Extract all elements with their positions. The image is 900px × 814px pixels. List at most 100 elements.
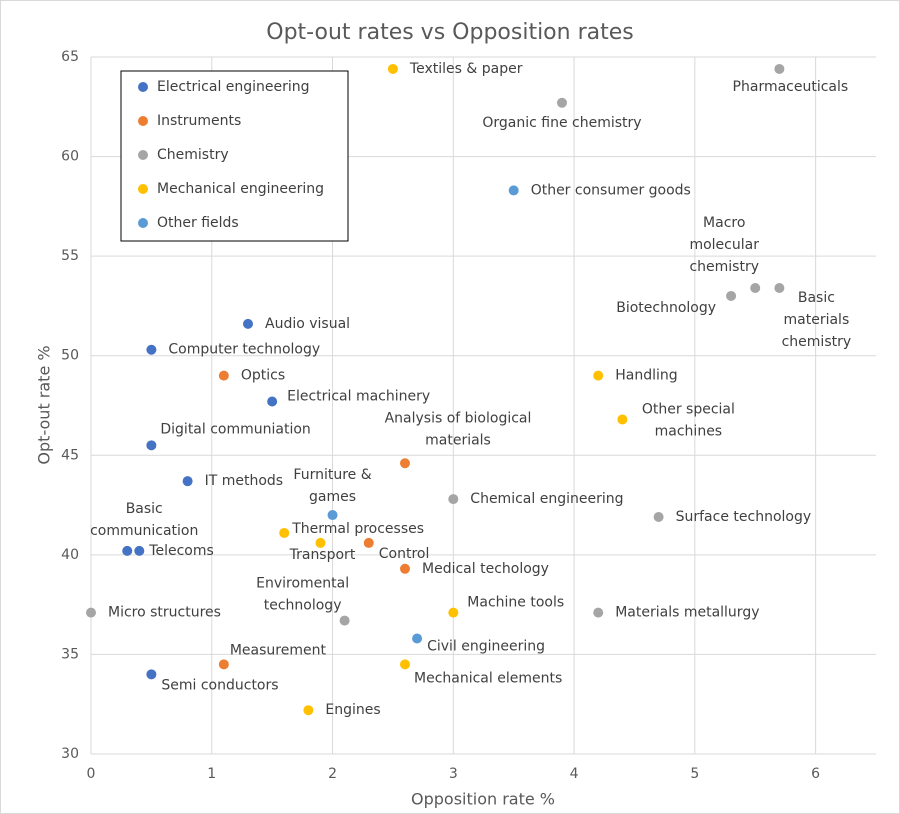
point xyxy=(182,476,193,487)
point xyxy=(267,396,278,407)
point xyxy=(146,669,157,680)
legend-marker xyxy=(138,184,148,194)
point-label: IT methods xyxy=(205,473,284,489)
point xyxy=(146,344,157,355)
point xyxy=(593,607,604,618)
point-label: Optics xyxy=(241,368,285,384)
point xyxy=(218,659,229,670)
x-tick-label: 3 xyxy=(449,766,458,782)
legend-label: Other fields xyxy=(157,215,239,231)
point-label: Audio visual xyxy=(265,316,350,332)
chart-title: Opt-out rates vs Opposition rates xyxy=(266,20,633,45)
x-tick-label: 4 xyxy=(570,766,579,782)
point-label: Control xyxy=(379,546,430,562)
y-tick-label: 35 xyxy=(61,646,79,662)
point xyxy=(122,545,133,556)
point-label: Measurement xyxy=(230,642,327,658)
x-tick-label: 6 xyxy=(811,766,820,782)
point-label: communication xyxy=(90,523,198,539)
point-label: molecular xyxy=(689,237,759,253)
point-label: Mechanical elements xyxy=(414,670,562,686)
point-label: Civil engineering xyxy=(427,638,545,654)
legend-label: Instruments xyxy=(157,113,241,129)
point xyxy=(387,63,398,74)
point-label: Other consumer goods xyxy=(531,182,691,198)
point-label: Machine tools xyxy=(467,595,564,611)
point-label: Micro structures xyxy=(108,605,221,621)
point xyxy=(617,414,628,425)
point-label: Medical techology xyxy=(422,561,549,577)
y-tick-label: 60 xyxy=(61,149,79,165)
point xyxy=(400,458,410,469)
point-label: Chemical engineering xyxy=(470,491,623,507)
y-tick-label: 65 xyxy=(61,49,79,65)
point-label: Macro xyxy=(703,215,745,231)
point-label: Enviromental xyxy=(256,576,349,592)
x-tick-label: 1 xyxy=(207,766,216,782)
point-label: Telecoms xyxy=(148,543,213,559)
point xyxy=(774,63,785,74)
point xyxy=(134,545,145,556)
point-label: machines xyxy=(655,423,722,439)
point-label: technology xyxy=(264,598,342,614)
point-label: Handling xyxy=(615,368,677,384)
legend-label: Mechanical engineering xyxy=(157,181,324,197)
point xyxy=(400,659,410,670)
point xyxy=(593,370,604,381)
y-tick-label: 45 xyxy=(61,447,79,463)
point-label: Textiles & paper xyxy=(409,61,523,77)
point-label: Materials metallurgy xyxy=(615,605,759,621)
point xyxy=(448,607,459,618)
point-label: Engines xyxy=(325,702,380,718)
point xyxy=(750,283,761,294)
point-label: Transport xyxy=(289,547,356,563)
point-label: Basic xyxy=(798,290,835,306)
point xyxy=(303,705,314,716)
y-tick-label: 30 xyxy=(61,746,79,762)
y-axis-title: Opt-out rate % xyxy=(35,345,54,464)
point-label: Surface technology xyxy=(676,509,812,525)
point-label: Other special xyxy=(642,401,735,417)
point xyxy=(279,527,290,538)
point xyxy=(86,607,96,618)
legend-box xyxy=(120,70,349,242)
point xyxy=(339,615,350,626)
legend-label: Chemistry xyxy=(157,147,229,163)
y-tick-label: 55 xyxy=(61,248,79,264)
point xyxy=(653,512,664,523)
point xyxy=(774,283,785,294)
x-axis-title: Opposition rate % xyxy=(411,790,555,809)
point xyxy=(363,537,374,548)
legend-label: Electrical engineering xyxy=(157,79,310,95)
point xyxy=(327,510,338,521)
point xyxy=(400,563,410,574)
point-label: chemistry xyxy=(689,259,759,275)
point-label: Digital communiation xyxy=(160,421,310,437)
point-label: Semi conductors xyxy=(161,677,278,693)
point xyxy=(508,185,519,196)
point-label: Basic xyxy=(126,501,163,517)
x-tick-label: 0 xyxy=(87,766,96,782)
point xyxy=(218,370,229,381)
point xyxy=(726,290,737,301)
point-label: materials xyxy=(425,432,491,448)
point-label: Organic fine chemistry xyxy=(482,115,641,131)
legend-marker xyxy=(138,150,148,160)
point-label: Biotechnology xyxy=(616,300,716,316)
point-label: Electrical machinery xyxy=(287,389,430,405)
point xyxy=(557,97,567,108)
point-label: games xyxy=(309,489,356,505)
point xyxy=(448,494,459,505)
point-label: materials xyxy=(784,312,850,328)
point-label: Furniture & xyxy=(293,467,371,483)
x-tick-label: 2 xyxy=(328,766,337,782)
point-label: Pharmaceuticals xyxy=(733,79,849,95)
point xyxy=(315,537,326,548)
point-label: Computer technology xyxy=(168,342,320,358)
point xyxy=(243,318,253,329)
y-tick-label: 40 xyxy=(61,547,79,563)
legend-marker xyxy=(138,218,148,228)
point xyxy=(412,633,423,644)
